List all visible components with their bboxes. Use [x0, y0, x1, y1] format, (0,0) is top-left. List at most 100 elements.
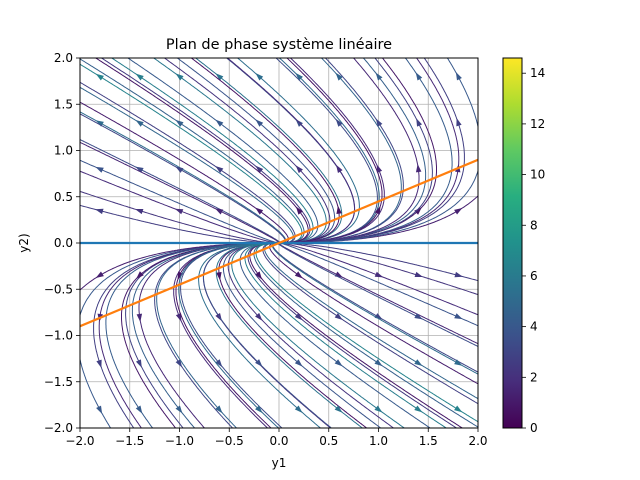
stream-arrow	[135, 120, 144, 127]
stream-arrow	[415, 72, 423, 81]
y-tick-label: 0.0	[54, 236, 73, 250]
stream-arrow	[336, 164, 343, 174]
stream-arrow	[214, 208, 224, 215]
streamline	[264, 242, 478, 400]
y-tick-label: −0.5	[44, 282, 73, 296]
colorbar-tick-label: 10	[530, 168, 545, 182]
stream-arrow	[175, 405, 183, 414]
stream-arrow	[96, 359, 102, 369]
plot-axes: −2.0 −1.5 −1.0 −0.5 0.0 0.5 1.0 1.5 2.0 −2.0 −1.5…	[17, 51, 488, 470]
stream-arrow	[135, 359, 142, 368]
stream-arrow	[334, 405, 343, 413]
stream-arrow	[454, 405, 463, 413]
colorbar-tick-label: 6	[530, 269, 538, 283]
stream-arrow	[175, 166, 184, 173]
stream-arrow	[174, 208, 184, 215]
colorbar-gradient	[502, 57, 523, 429]
stream-arrow	[374, 359, 383, 367]
stream-arrow	[96, 405, 103, 414]
stream-arrow	[416, 118, 423, 127]
x-axis-ticks: −2.0 −1.5 −1.0 −0.5 0.0 0.5 1.0 1.5 2.0	[65, 428, 488, 448]
y-tick-label: 2.0	[54, 51, 73, 65]
stream-arrow	[414, 207, 422, 215]
stream-arrow	[215, 166, 224, 173]
y-tick-label: 0.5	[54, 190, 73, 204]
y-tick-label: −1.5	[44, 375, 73, 389]
x-tick-label: −1.5	[115, 434, 144, 448]
stream-arrow	[215, 312, 222, 322]
stream-arrow	[374, 271, 384, 278]
stream-arrow	[455, 72, 462, 81]
y-tick-label: −2.0	[44, 421, 73, 435]
stream-arrow	[255, 359, 263, 367]
stream-arrow	[454, 207, 463, 215]
stream-arrow	[255, 119, 264, 127]
stream-arrow	[295, 206, 303, 215]
stream-arrow	[216, 272, 222, 281]
y-axis-label: y2)	[17, 233, 31, 252]
stream-arrow	[95, 208, 104, 215]
stream-arrow	[334, 359, 343, 367]
x-axis-label: y1	[272, 456, 287, 470]
colorbar-tick-label: 12	[530, 117, 545, 131]
stream-arrow	[215, 73, 224, 81]
stream-arrow	[215, 359, 223, 368]
x-tick-label: −1.0	[165, 434, 194, 448]
chart-title: Plan de phase système linéaire	[166, 37, 392, 53]
stream-arrow	[374, 405, 383, 413]
y-tick-label: −1.0	[44, 329, 73, 343]
colorbar-tick-label: 8	[530, 218, 538, 232]
stream-arrow	[336, 205, 342, 214]
stream-arrow	[136, 271, 144, 279]
stream-arrow	[175, 73, 184, 81]
stream-arrow	[375, 118, 383, 127]
colorbar-tick-label: 0	[530, 421, 538, 435]
stream-arrow	[414, 271, 424, 278]
stream-arrow	[334, 313, 343, 320]
stream-arrow	[415, 164, 422, 173]
stream-arrow	[255, 312, 263, 321]
stream-arrow	[456, 117, 462, 127]
stream-arrow	[414, 405, 423, 413]
stream-arrow	[454, 313, 463, 320]
stream-arrow	[295, 165, 303, 174]
stream-arrow	[255, 165, 264, 174]
x-tick-label: 0.0	[269, 434, 288, 448]
stream-arrow	[414, 313, 423, 320]
stream-arrow	[175, 359, 183, 368]
stream-arrow	[454, 271, 463, 278]
stream-arrow	[175, 119, 184, 127]
colorbar-tick-label: 4	[530, 320, 538, 334]
stream-arrow	[375, 72, 383, 81]
stream-arrow	[454, 359, 463, 366]
x-tick-label: 2.0	[468, 434, 487, 448]
stream-arrow	[95, 73, 104, 81]
stream-arrow	[414, 359, 423, 366]
stream-arrow	[215, 405, 223, 414]
stream-arrow	[175, 313, 182, 322]
stream-arrow	[335, 118, 343, 127]
streamline	[80, 111, 287, 244]
x-tick-label: 0.5	[319, 434, 338, 448]
stream-arrow	[294, 271, 303, 279]
y-tick-label: 1.0	[54, 144, 73, 158]
colorbar-tick-label: 2	[530, 370, 538, 384]
stream-arrow	[95, 120, 104, 127]
stream-arrow	[135, 73, 144, 81]
stream-arrow	[294, 359, 303, 367]
stream-arrow	[255, 271, 263, 280]
nullcline-line	[80, 158, 478, 328]
stream-arrow	[134, 208, 144, 215]
stream-arrow	[294, 312, 303, 321]
streamline	[80, 86, 294, 244]
x-tick-label: −0.5	[215, 434, 244, 448]
y-axis-ticks: −2.0 −1.5 −1.0 −0.5 0.0 0.5 1.0 1.5 2.0	[44, 51, 80, 435]
stream-arrow	[95, 271, 104, 279]
stream-arrow	[255, 405, 263, 414]
stream-arrow	[295, 72, 303, 81]
stream-arrow	[255, 73, 264, 81]
stream-arrow	[335, 72, 343, 81]
stream-arrow	[376, 164, 383, 173]
stream-arrow	[255, 207, 264, 215]
